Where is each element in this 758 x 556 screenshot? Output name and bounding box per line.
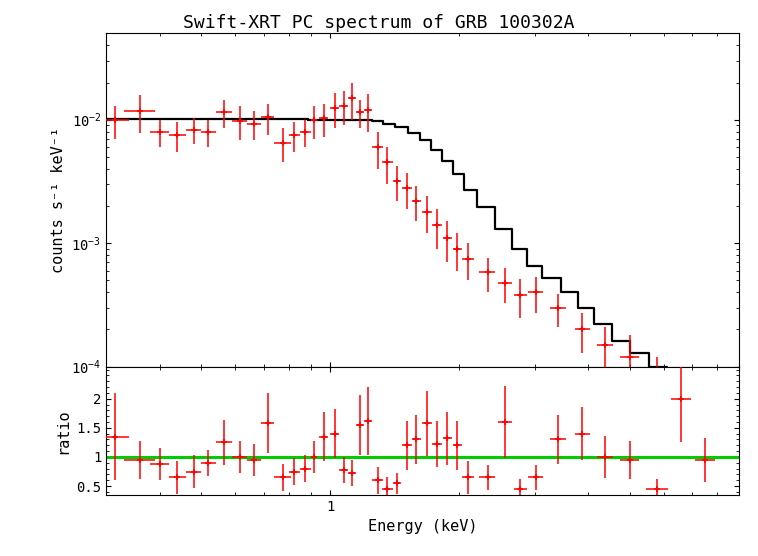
Text: Swift-XRT PC spectrum of GRB 100302A: Swift-XRT PC spectrum of GRB 100302A — [183, 14, 575, 32]
Y-axis label: counts s⁻¹ keV⁻¹: counts s⁻¹ keV⁻¹ — [51, 127, 66, 273]
X-axis label: Energy (keV): Energy (keV) — [368, 519, 478, 534]
Y-axis label: ratio: ratio — [55, 408, 70, 454]
